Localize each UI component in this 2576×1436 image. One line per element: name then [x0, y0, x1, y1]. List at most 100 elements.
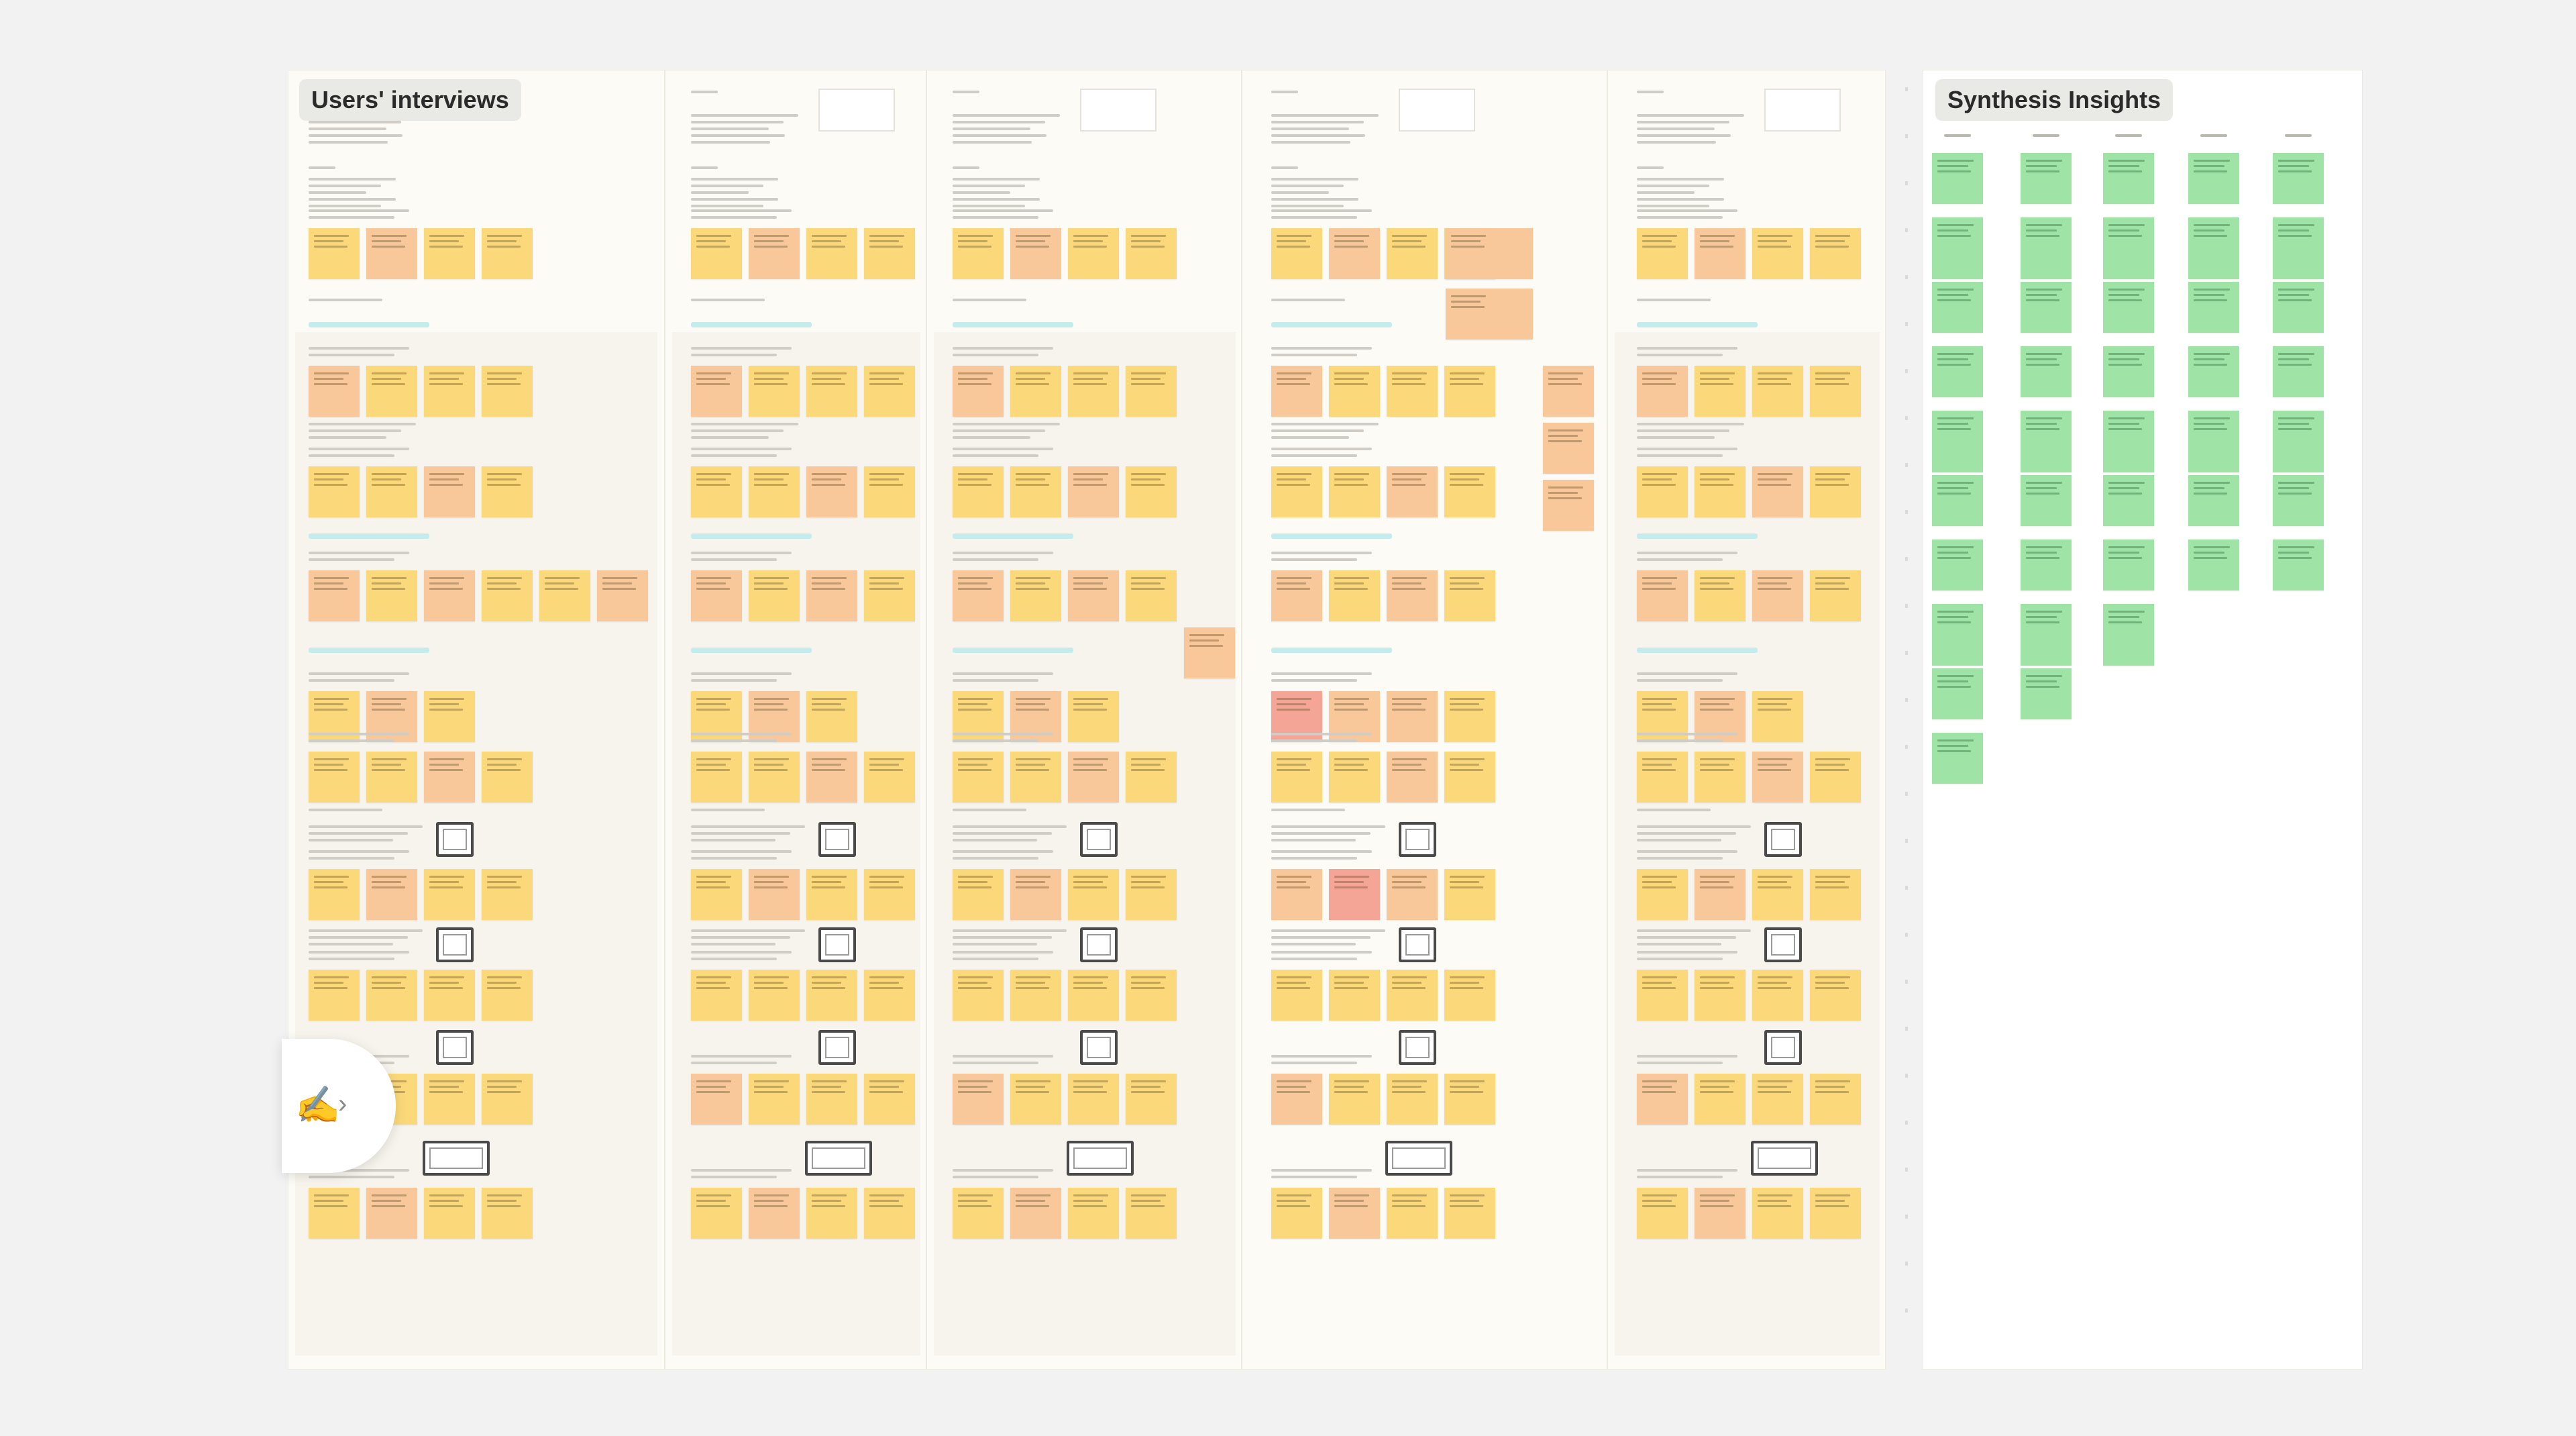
sticky-note[interactable] — [1068, 752, 1119, 803]
sticky-note[interactable] — [1068, 1188, 1119, 1239]
sticky-note[interactable] — [1387, 970, 1438, 1021]
sticky-note[interactable] — [1695, 1188, 1746, 1239]
sticky-note[interactable] — [953, 570, 1004, 621]
sticky-note[interactable] — [1444, 752, 1495, 803]
sticky-note[interactable] — [1810, 466, 1861, 517]
sticky-note[interactable] — [1387, 1074, 1438, 1125]
sticky-note[interactable] — [1543, 480, 1594, 531]
sticky-note[interactable] — [1271, 466, 1322, 517]
sticky-note[interactable] — [1329, 752, 1380, 803]
insight-sticky-note[interactable] — [1932, 668, 1983, 719]
sticky-note[interactable] — [806, 466, 857, 517]
insight-sticky-note[interactable] — [2021, 411, 2072, 472]
sticky-note[interactable] — [309, 570, 360, 621]
insight-sticky-note[interactable] — [2273, 540, 2324, 591]
sticky-note[interactable] — [366, 1188, 417, 1239]
insight-sticky-note[interactable] — [2103, 153, 2154, 204]
insight-sticky-note[interactable] — [2103, 346, 2154, 397]
sticky-note[interactable] — [1810, 970, 1861, 1021]
sticky-note[interactable] — [1695, 869, 1746, 920]
sticky-note[interactable] — [1126, 570, 1177, 621]
sticky-note[interactable] — [1010, 228, 1061, 279]
sticky-note[interactable] — [806, 691, 857, 742]
sticky-note[interactable] — [482, 970, 533, 1021]
sticky-note[interactable] — [691, 1074, 742, 1125]
sticky-note[interactable] — [864, 570, 915, 621]
sticky-note[interactable] — [1695, 970, 1746, 1021]
insight-sticky-note[interactable] — [2188, 153, 2239, 204]
sticky-note[interactable] — [749, 1188, 800, 1239]
sticky-note[interactable] — [482, 228, 533, 279]
sticky-note[interactable] — [1126, 1074, 1177, 1125]
sticky-note[interactable] — [1271, 869, 1322, 920]
sticky-note[interactable] — [1695, 570, 1746, 621]
sticky-note[interactable] — [749, 869, 800, 920]
sticky-note[interactable] — [1068, 228, 1119, 279]
sticky-note[interactable] — [424, 1074, 475, 1125]
sticky-note[interactable] — [864, 1188, 915, 1239]
sticky-note[interactable] — [482, 1188, 533, 1239]
insight-sticky-note[interactable] — [2021, 604, 2072, 666]
sticky-note[interactable] — [1543, 366, 1594, 417]
sticky-note[interactable] — [1752, 1074, 1803, 1125]
insight-sticky-note[interactable] — [2188, 217, 2239, 279]
sticky-note[interactable] — [309, 869, 360, 920]
insight-sticky-note[interactable] — [2188, 411, 2239, 472]
sticky-note[interactable] — [1184, 627, 1235, 678]
sticky-note[interactable] — [366, 570, 417, 621]
sticky-note[interactable] — [953, 466, 1004, 517]
insight-sticky-note[interactable] — [2273, 475, 2324, 526]
sticky-note[interactable] — [424, 570, 475, 621]
sticky-note[interactable] — [1387, 570, 1438, 621]
sticky-note[interactable] — [1752, 466, 1803, 517]
sticky-note[interactable] — [1810, 1188, 1861, 1239]
sticky-note[interactable] — [424, 228, 475, 279]
sticky-note[interactable] — [1126, 752, 1177, 803]
sticky-note[interactable] — [1810, 570, 1861, 621]
sticky-note[interactable] — [1126, 869, 1177, 920]
sticky-note[interactable] — [749, 752, 800, 803]
sticky-note[interactable] — [1126, 1188, 1177, 1239]
sticky-note[interactable] — [1068, 466, 1119, 517]
sticky-note[interactable] — [539, 570, 590, 621]
sticky-note[interactable] — [806, 228, 857, 279]
sticky-note[interactable] — [1271, 752, 1322, 803]
sticky-note[interactable] — [1126, 466, 1177, 517]
insight-sticky-note[interactable] — [2188, 282, 2239, 333]
sticky-note[interactable] — [1752, 570, 1803, 621]
insight-sticky-note[interactable] — [1932, 217, 1983, 279]
sticky-note[interactable] — [953, 970, 1004, 1021]
insight-sticky-note[interactable] — [1932, 475, 1983, 526]
sticky-note[interactable] — [424, 1188, 475, 1239]
sticky-note[interactable] — [864, 366, 915, 417]
sticky-note[interactable] — [482, 1074, 533, 1125]
sticky-note[interactable] — [1637, 1188, 1688, 1239]
insight-sticky-note[interactable] — [2021, 217, 2072, 279]
sticky-note[interactable] — [1446, 228, 1533, 279]
sticky-note[interactable] — [1695, 228, 1746, 279]
sticky-note[interactable] — [1810, 1074, 1861, 1125]
sticky-note[interactable] — [424, 752, 475, 803]
sticky-note[interactable] — [1387, 869, 1438, 920]
insight-sticky-note[interactable] — [1932, 411, 1983, 472]
sticky-note[interactable] — [1637, 570, 1688, 621]
sticky-note[interactable] — [1068, 1074, 1119, 1125]
sticky-note[interactable] — [691, 752, 742, 803]
sticky-note[interactable] — [953, 1074, 1004, 1125]
sticky-note[interactable] — [482, 570, 533, 621]
insight-sticky-note[interactable] — [1932, 733, 1983, 784]
insight-sticky-note[interactable] — [2188, 475, 2239, 526]
sticky-note[interactable] — [424, 466, 475, 517]
sticky-note[interactable] — [1543, 423, 1594, 474]
sticky-note[interactable] — [806, 869, 857, 920]
sticky-note[interactable] — [1329, 869, 1380, 920]
insight-sticky-note[interactable] — [2103, 475, 2154, 526]
sticky-note[interactable] — [864, 752, 915, 803]
sticky-note[interactable] — [366, 970, 417, 1021]
insight-sticky-note[interactable] — [2021, 668, 2072, 719]
sticky-note[interactable] — [864, 1074, 915, 1125]
sticky-note[interactable] — [1695, 752, 1746, 803]
sticky-note[interactable] — [1329, 570, 1380, 621]
sticky-note[interactable] — [1329, 466, 1380, 517]
sticky-note[interactable] — [1444, 1188, 1495, 1239]
